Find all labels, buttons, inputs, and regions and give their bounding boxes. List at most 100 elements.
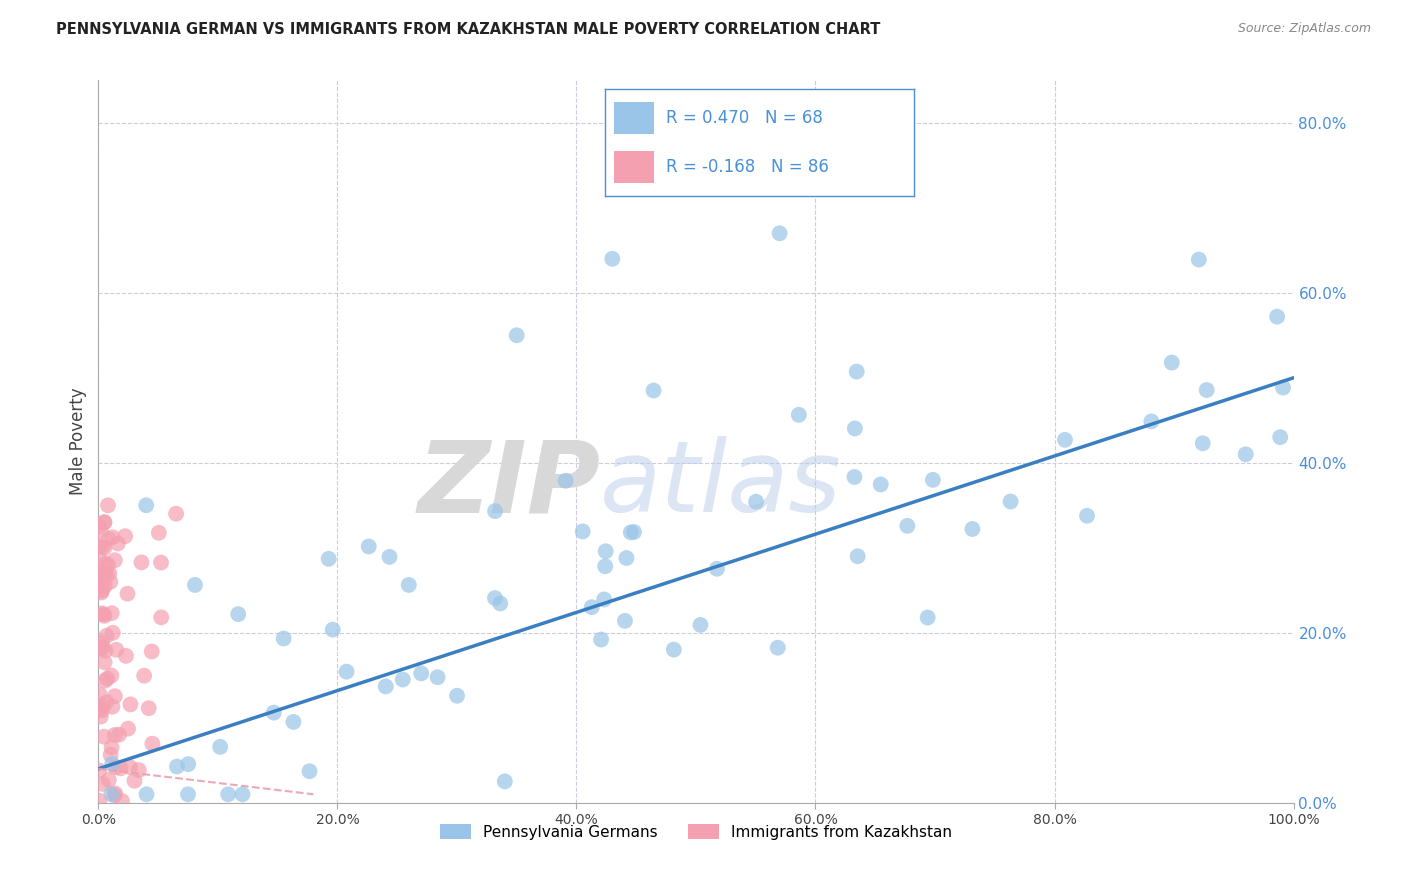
Point (91, 640, 114, 655)
Point (766, 640, 789, 655)
Point (357, 540, 380, 554)
Point (91, 777, 114, 791)
Point (689, 618, 711, 632)
Point (101, 699, 124, 714)
Text: ZIP: ZIP (418, 436, 600, 533)
Point (118, 760, 141, 774)
Point (177, 757, 200, 772)
Point (90, 579, 112, 593)
Point (581, 600, 603, 615)
Point (896, 519, 918, 533)
Point (93, 516, 115, 530)
Point (378, 549, 401, 564)
Point (131, 555, 153, 569)
Point (643, 384, 665, 398)
Point (426, 670, 449, 684)
Point (1272, 381, 1295, 395)
Point (93, 569, 115, 583)
Point (217, 787, 239, 801)
Point (96, 629, 118, 643)
Point (104, 787, 127, 801)
Point (623, 524, 645, 539)
Point (263, 706, 285, 720)
Point (148, 525, 170, 540)
Point (91, 635, 114, 649)
Point (411, 666, 433, 681)
Point (90, 607, 112, 621)
Point (128, 763, 150, 777)
Point (104, 689, 127, 703)
Point (104, 760, 127, 774)
Point (1270, 430, 1292, 444)
Point (105, 642, 128, 657)
Point (120, 698, 142, 712)
Point (138, 701, 160, 715)
Point (844, 421, 866, 435)
Point (917, 610, 939, 624)
Point (90, 641, 112, 656)
Point (706, 562, 728, 576)
Point (93, 607, 115, 622)
Point (150, 556, 173, 570)
Point (97, 558, 120, 572)
Text: PENNSYLVANIA GERMAN VS IMMIGRANTS FROM KAZAKHSTAN MALE POVERTY CORRELATION CHART: PENNSYLVANIA GERMAN VS IMMIGRANTS FROM K… (56, 22, 880, 37)
Point (844, 470, 866, 484)
Point (100, 606, 122, 620)
Point (1265, 310, 1288, 324)
Point (1000, 494, 1022, 508)
Point (745, 494, 768, 508)
Point (298, 764, 321, 779)
Point (98, 566, 121, 581)
Point (124, 773, 146, 788)
Point (391, 673, 413, 687)
Point (595, 544, 617, 558)
Point (484, 591, 506, 605)
Point (89, 552, 111, 566)
Point (93, 656, 115, 670)
Point (613, 614, 636, 628)
Point (90, 583, 112, 598)
Point (591, 632, 613, 647)
Point (93, 730, 115, 744)
Point (104, 728, 127, 742)
Point (97, 772, 120, 787)
Point (141, 737, 163, 751)
Point (602, 252, 624, 266)
Point (768, 227, 790, 241)
Point (1140, 414, 1163, 428)
Point (90, 585, 112, 599)
Point (489, 597, 512, 611)
Point (115, 648, 138, 663)
Text: R = 0.470   N = 68: R = 0.470 N = 68 (666, 109, 824, 127)
Point (89, 764, 111, 778)
Point (226, 607, 249, 621)
Point (98, 574, 122, 589)
Point (1053, 433, 1076, 447)
Point (100, 668, 122, 682)
Point (1234, 447, 1257, 461)
Point (135, 498, 157, 512)
Point (107, 536, 129, 550)
Point (101, 625, 124, 640)
Point (101, 530, 124, 544)
Text: R = -0.168   N = 86: R = -0.168 N = 86 (666, 159, 830, 177)
Point (117, 722, 139, 736)
Point (103, 789, 125, 803)
Point (90, 709, 112, 723)
Point (100, 747, 122, 762)
Point (398, 578, 420, 592)
Point (117, 587, 139, 601)
Point (571, 524, 593, 539)
Point (554, 474, 576, 488)
Point (94, 557, 117, 571)
Point (446, 689, 468, 703)
Point (177, 787, 200, 801)
Point (1076, 508, 1098, 523)
Point (135, 787, 157, 801)
Point (87, 539, 110, 553)
Point (93, 516, 115, 530)
Point (93, 608, 115, 623)
Point (1188, 252, 1211, 267)
Point (616, 551, 638, 566)
Point (273, 632, 295, 646)
